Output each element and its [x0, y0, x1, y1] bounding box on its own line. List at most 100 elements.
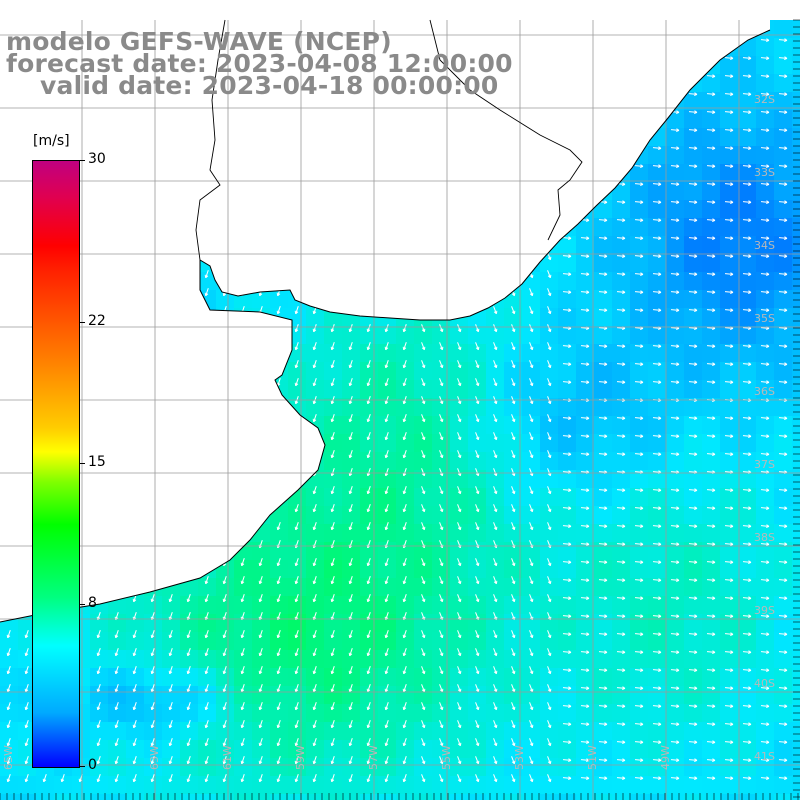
colorbar-tick	[79, 766, 85, 767]
field-cell	[162, 758, 181, 777]
field-cell	[324, 596, 343, 615]
field-cell	[522, 740, 541, 759]
field-cell	[216, 704, 235, 723]
field-cell	[612, 596, 631, 615]
field-cell	[288, 704, 307, 723]
field-cell	[504, 596, 523, 615]
field-cell	[216, 758, 235, 777]
field-cell	[306, 704, 325, 723]
field-cell	[684, 182, 703, 201]
field-cell	[252, 596, 271, 615]
field-cell	[108, 650, 127, 669]
field-cell	[450, 668, 469, 687]
field-cell	[558, 290, 577, 309]
field-cell	[126, 758, 145, 777]
field-cell	[468, 326, 487, 345]
lon-label: 51W	[586, 745, 599, 770]
field-cell	[270, 740, 289, 759]
field-cell	[522, 524, 541, 543]
field-cell	[234, 686, 253, 705]
field-cell	[396, 632, 415, 651]
field-cell	[558, 650, 577, 669]
field-cell	[468, 434, 487, 453]
field-cell	[558, 578, 577, 597]
field-cell	[612, 488, 631, 507]
field-cell	[756, 704, 775, 723]
wind-arrow	[742, 110, 752, 115]
field-cell	[450, 578, 469, 597]
field-cell	[522, 794, 541, 800]
field-cell	[738, 488, 757, 507]
field-cell	[432, 668, 451, 687]
field-cell	[108, 668, 127, 687]
field-cell	[522, 326, 541, 345]
field-cell	[522, 362, 541, 381]
field-cell	[630, 488, 649, 507]
field-cell	[414, 704, 433, 723]
field-cell	[108, 632, 127, 651]
field-cell	[540, 326, 559, 345]
field-cell	[666, 398, 685, 417]
field-cell	[324, 632, 343, 651]
field-cell	[702, 308, 721, 327]
field-cell	[612, 686, 631, 705]
field-cell	[504, 398, 523, 417]
field-cell	[288, 722, 307, 741]
field-cell	[450, 488, 469, 507]
field-cell	[630, 614, 649, 633]
field-cell	[720, 380, 739, 399]
field-cell	[774, 776, 793, 795]
field-cell	[792, 182, 800, 201]
lat-label: 33S	[754, 166, 775, 179]
field-cell	[288, 668, 307, 687]
field-cell	[468, 452, 487, 471]
field-cell	[684, 308, 703, 327]
field-cell	[522, 650, 541, 669]
field-cell	[468, 524, 487, 543]
field-cell	[504, 740, 523, 759]
field-cell	[792, 362, 800, 381]
field-cell	[774, 128, 793, 147]
field-cell	[756, 794, 775, 800]
field-cell	[288, 596, 307, 615]
field-cell	[432, 596, 451, 615]
field-cell	[144, 794, 163, 800]
field-cell	[738, 182, 757, 201]
field-cell	[792, 560, 800, 579]
field-cell	[378, 470, 397, 489]
field-cell	[396, 488, 415, 507]
field-cell	[630, 254, 649, 273]
field-cell	[324, 452, 343, 471]
field-cell	[18, 650, 37, 669]
field-cell	[378, 596, 397, 615]
field-cell	[198, 632, 217, 651]
field-cell	[576, 686, 595, 705]
field-cell	[774, 632, 793, 651]
field-cell	[396, 686, 415, 705]
field-cell	[720, 524, 739, 543]
field-cell	[252, 686, 271, 705]
land-area	[0, 0, 770, 622]
field-cell	[774, 290, 793, 309]
field-cell	[738, 398, 757, 417]
wind-arrow	[742, 74, 752, 79]
field-cell	[720, 722, 739, 741]
field-cell	[522, 308, 541, 327]
field-cell	[450, 344, 469, 363]
field-cell	[558, 380, 577, 399]
field-cell	[396, 542, 415, 561]
field-cell	[306, 542, 325, 561]
field-cell	[270, 686, 289, 705]
field-cell	[774, 236, 793, 255]
field-cell	[774, 74, 793, 93]
field-cell	[90, 650, 109, 669]
field-cell	[198, 740, 217, 759]
field-cell	[288, 740, 307, 759]
field-cell	[36, 776, 55, 795]
field-cell	[306, 668, 325, 687]
field-cell	[792, 524, 800, 543]
field-cell	[648, 452, 667, 471]
field-cell	[630, 650, 649, 669]
field-cell	[432, 776, 451, 795]
colorbar-tick-label: 30	[88, 151, 106, 167]
